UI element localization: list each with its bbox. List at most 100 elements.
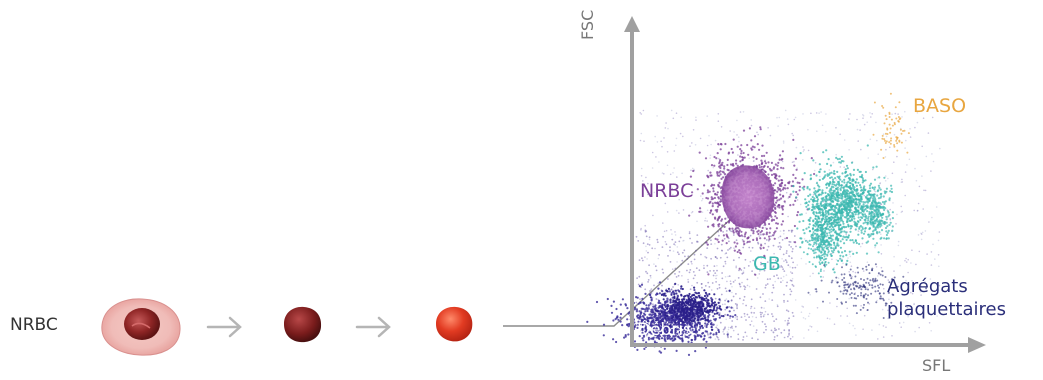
- scatter-dot: [660, 337, 664, 340]
- scatter-dot: [706, 294, 709, 297]
- scatter-dot: [691, 322, 694, 325]
- scatter-dot: [717, 329, 720, 332]
- scatter-dot: [664, 321, 667, 324]
- scatter-dot: [712, 307, 716, 310]
- scatter-dot: [679, 132, 682, 135]
- scatter-dot: [676, 261, 678, 263]
- scatter-dot: [680, 333, 684, 336]
- scatter-dot: [769, 169, 772, 172]
- scatter-dot: [885, 218, 888, 221]
- scatter-dot: [682, 209, 685, 211]
- scatter-dot: [840, 212, 843, 215]
- scatter-dot: [709, 309, 712, 312]
- scatter-dot: [841, 251, 844, 254]
- scatter-dot: [900, 211, 903, 214]
- scatter-dot: [882, 221, 885, 225]
- scatter-dot: [689, 237, 691, 240]
- scatter-dot: [664, 294, 667, 297]
- scatter-dot: [844, 195, 847, 198]
- scatter-dot: [920, 233, 923, 235]
- scatter-dot: [913, 302, 915, 305]
- scatter-dot: [653, 263, 655, 265]
- scatter-dot: [837, 251, 841, 254]
- scatter-dot: [743, 295, 746, 298]
- scatter-dot: [928, 322, 931, 324]
- scatter-dot: [835, 179, 838, 181]
- scatter-dot: [685, 298, 688, 301]
- scatter-dot: [663, 230, 666, 233]
- scatter-dot: [933, 290, 936, 293]
- scatter-dot: [760, 162, 764, 165]
- scatter-dot: [878, 323, 881, 326]
- scatter-dot: [848, 211, 852, 214]
- scatter-dot: [696, 281, 699, 284]
- scatter-dot: [674, 273, 676, 275]
- scatter-dot: [691, 328, 694, 331]
- scatter-dot: [774, 182, 777, 185]
- scatter-dot: [790, 257, 793, 260]
- scatter-dot: [870, 233, 873, 236]
- scatter-dot: [693, 301, 697, 304]
- scatter-dot: [675, 209, 678, 212]
- scatter-dot: [718, 307, 721, 310]
- scatter-dot: [883, 176, 886, 179]
- scatter-dot: [717, 301, 720, 304]
- scatter-dot: [758, 166, 761, 169]
- scatter-dot: [921, 175, 923, 177]
- scatter-dot: [750, 229, 753, 232]
- scatter-dot: [784, 319, 786, 322]
- scatter-dot: [852, 173, 855, 176]
- scatter-dot: [673, 150, 676, 152]
- scatter-dot: [917, 202, 920, 205]
- scatter-dot: [658, 301, 661, 304]
- scatter-dot: [837, 180, 841, 183]
- scatter-dot: [657, 287, 660, 290]
- scatter-dot: [678, 305, 681, 308]
- scatter-dot: [836, 199, 839, 203]
- scatter-dot: [819, 242, 822, 244]
- scatter-dot: [730, 335, 732, 338]
- scatter-dot: [839, 228, 842, 231]
- scatter-dot: [682, 307, 685, 311]
- scatter-dot: [857, 216, 860, 219]
- scatter-dot: [780, 184, 783, 188]
- scatter-dot: [684, 326, 687, 329]
- scatter-dot: [750, 307, 752, 310]
- scatter-dot: [776, 199, 779, 202]
- scatter-dot: [861, 227, 865, 230]
- scatter-dot: [706, 209, 709, 212]
- scatter-dot: [738, 283, 741, 286]
- scatter-dot: [839, 209, 842, 212]
- scatter-dot: [683, 239, 685, 242]
- scatter-dot: [857, 233, 860, 236]
- scatter-dot: [786, 300, 789, 302]
- scatter-dot: [821, 261, 824, 264]
- scatter-dot: [792, 261, 794, 264]
- scatter-dot: [792, 185, 795, 188]
- scatter-dot: [728, 306, 731, 308]
- scatter-dot: [760, 263, 762, 266]
- scatter-dot: [706, 332, 709, 335]
- scatter-dot: [783, 301, 785, 304]
- scatter-dot: [855, 334, 857, 336]
- scatter-dot: [661, 305, 664, 309]
- scatter-dot: [717, 113, 720, 115]
- scatter-dot: [823, 206, 826, 209]
- scatter-dot: [730, 299, 733, 301]
- scatter-dot: [838, 196, 841, 200]
- scatter-dot: [832, 241, 836, 244]
- scatter-dot: [770, 173, 774, 176]
- scatter-dot: [725, 221, 728, 225]
- scatter-dot: [727, 300, 730, 303]
- scatter-dot: [771, 299, 774, 301]
- scatter-dot: [877, 275, 879, 277]
- scatter-dot: [821, 191, 824, 194]
- scatter-dot: [688, 232, 691, 235]
- scatter-dot: [748, 127, 752, 130]
- scatter-dot: [829, 208, 832, 211]
- scatter-dot: [788, 255, 791, 258]
- scatter-dot: [868, 303, 871, 305]
- scatter-dot: [678, 240, 681, 243]
- scatter-dot: [789, 266, 791, 268]
- scatter-dot: [744, 231, 747, 234]
